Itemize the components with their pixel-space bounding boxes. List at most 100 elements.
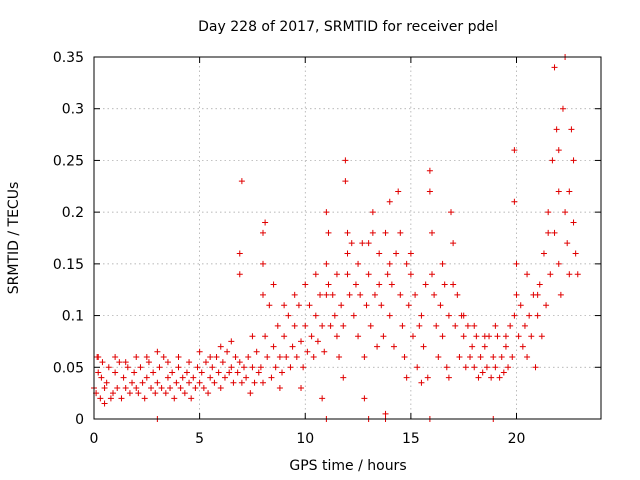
data-point [221,374,228,381]
data-point [437,302,444,309]
data-point [141,395,148,402]
data-point [511,147,518,154]
data-point [348,240,355,247]
data-point [386,198,393,205]
data-point [390,343,397,350]
data-point [131,369,138,376]
data-point [133,384,140,391]
data-point [429,229,435,236]
data-point [511,198,518,205]
data-point [107,395,114,402]
data-point [323,260,330,267]
data-point [562,209,569,216]
data-point [321,348,328,355]
data-point [338,302,345,309]
data-point [384,271,391,278]
data-point [169,369,176,376]
x-tick-label: 10 [296,431,314,447]
data-point [215,369,222,376]
data-point [260,229,266,236]
data-point [460,333,467,340]
data-point [314,338,321,345]
data-point [418,312,425,319]
data-point [118,395,125,402]
data-point [262,333,269,340]
data-point [521,322,528,329]
data-point [559,105,566,112]
data-point [298,384,305,391]
data-point [122,359,129,366]
data-point [498,353,505,360]
data-point [295,302,302,309]
data-point [401,353,408,360]
data-point [152,390,159,397]
data-point [357,291,364,298]
data-point [431,291,438,298]
data-point [188,395,195,402]
data-point [181,390,188,397]
data-point [175,353,182,360]
data-point [194,364,201,371]
data-point [101,384,108,391]
data-point [333,271,340,278]
data-point [528,333,535,340]
data-point [196,379,203,386]
data-point [154,348,161,355]
data-point [409,333,416,340]
data-point [279,369,286,376]
data-point [369,229,376,236]
data-point [213,353,220,360]
data-point [412,291,419,298]
data-point [479,369,486,376]
data-point [302,281,309,288]
data-point [534,312,541,319]
data-point [481,333,488,340]
y-tick-label: 0.3 [62,102,84,118]
data-point [287,364,294,371]
data-point [502,333,509,340]
data-point [164,374,171,381]
data-point [397,291,404,298]
data-point [177,384,184,391]
data-point [122,384,129,391]
data-point [179,374,186,381]
data-point [416,322,423,329]
data-point [555,260,562,267]
data-point [502,343,509,350]
data-point [300,364,307,371]
data-point [291,291,298,298]
data-point [547,271,554,278]
data-point [511,312,518,319]
x-tick-label: 5 [195,431,204,447]
data-point [240,364,247,371]
data-point [420,343,427,350]
data-point [418,379,425,386]
data-point [566,188,573,195]
data-point [549,157,556,164]
data-point [270,343,277,350]
data-point [164,359,171,366]
data-point [439,333,446,340]
data-point [302,322,309,329]
y-tick-label: 0.05 [53,360,84,376]
data-point [471,322,478,329]
data-point [513,291,520,298]
data-point [171,395,178,402]
data-point [422,281,429,288]
data-point [352,281,359,288]
data-point [226,369,233,376]
data-point [568,126,575,133]
data-point [365,240,372,247]
data-point [329,291,336,298]
data-point [274,322,281,329]
data-point [342,178,349,185]
data-point [448,209,455,216]
data-point [103,379,110,386]
data-point [407,250,414,257]
y-axis-label: SRMTID / TECUs [6,182,22,295]
data-point [281,302,288,309]
data-point [382,229,389,236]
data-point [186,379,193,386]
data-point [196,348,203,355]
data-point [399,322,406,329]
